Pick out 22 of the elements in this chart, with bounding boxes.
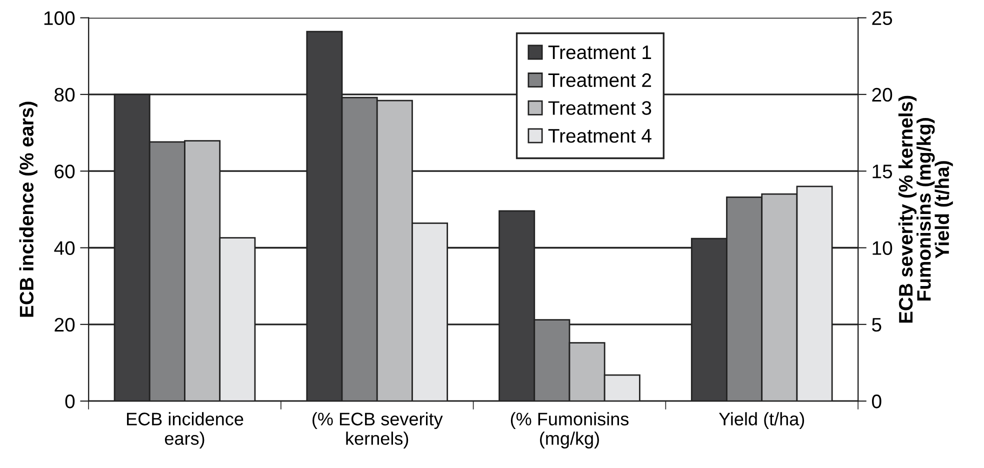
y-axis-title: ECB incidence (% ears) bbox=[19, 102, 38, 317]
y-tick-label: 60 bbox=[54, 164, 75, 178]
legend-label: Treatment 4 bbox=[548, 129, 652, 143]
y2-tick-label: 15 bbox=[872, 164, 892, 178]
legend-label: Treatment 3 bbox=[548, 101, 652, 115]
x-tick-label: ECB incidence ears) bbox=[127, 412, 244, 448]
y-tick-label: 100 bbox=[44, 11, 75, 26]
y2-tick-label: 0 bbox=[872, 394, 882, 408]
y2-tick-label: 20 bbox=[872, 88, 892, 102]
y-tick-label: 80 bbox=[54, 88, 75, 102]
legend-label: Treatment 1 bbox=[548, 46, 652, 60]
x-tick-label: (% ECB severity kernels) bbox=[312, 412, 443, 448]
y2-tick-label: 25 bbox=[872, 11, 892, 26]
y2-tick-label: 10 bbox=[872, 241, 892, 255]
y-tick-label: 40 bbox=[54, 241, 75, 255]
x-tick-label: Yield (t/ha) bbox=[718, 412, 804, 430]
y-tick-label: 0 bbox=[65, 394, 75, 408]
y-tick-label: 20 bbox=[54, 318, 75, 332]
y2-axis-title: ECB severity (% kernels) Fumonisins (mg/kg) Yield (t/ha) bbox=[898, 96, 953, 323]
legend-label: Treatment 2 bbox=[548, 73, 652, 88]
y2-tick-label: 5 bbox=[872, 318, 882, 332]
x-tick-label: (% Fumonisins (mg/kg) bbox=[510, 412, 629, 448]
